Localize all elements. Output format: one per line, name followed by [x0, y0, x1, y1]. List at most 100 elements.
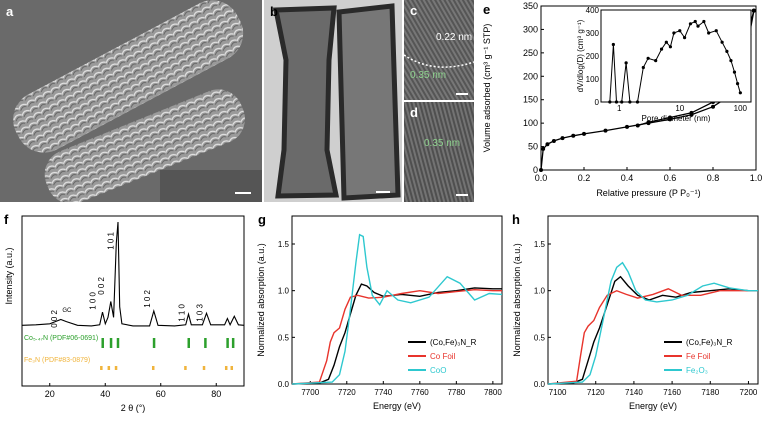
h-ytick-label: 1.5 [534, 240, 546, 249]
g-ytick-label: 1.0 [278, 287, 290, 296]
panel-label-e: e [483, 2, 491, 17]
scale-bar-c [456, 93, 468, 95]
chart-h-axes-frame [547, 215, 759, 385]
f-ref-peak [109, 338, 113, 348]
panel-label-a: a [6, 4, 14, 19]
e-xtick-label: 0.6 [664, 173, 677, 183]
g-xtick-label: 7720 [338, 388, 356, 397]
e-inset-xtick-label: 1 [617, 104, 622, 113]
chart-g-axes-frame [291, 215, 503, 385]
e-inset-point [720, 40, 724, 44]
h-ytick-label: 0.5 [534, 333, 546, 342]
f-peak-label: 0 0 2 [50, 309, 59, 327]
g-ylabel: Normalized absorption (a.u.) [256, 243, 266, 357]
h-legend-label: (Co,Fe)₃N_R [686, 338, 733, 347]
e-inset-ytick-label: 0 [595, 98, 600, 107]
e-inset-ytick-label: 200 [586, 52, 600, 61]
e-inset-point [738, 91, 742, 95]
e-inset-point [608, 100, 612, 104]
e-inset-frame [600, 9, 752, 103]
panel-b-tem-image: b [264, 0, 402, 202]
e-ytick-label: 250 [523, 48, 538, 58]
panel-c-hrtem: c 0.22 nm 0.35 nm [404, 0, 474, 100]
e-point [646, 120, 651, 125]
e-inset-point [668, 45, 673, 49]
chart-e-isotherm: 0.0 0.2 0.4 0.6 0.8 1.0050100150200250300350R… [482, 1, 762, 198]
g-xtick-label: 7700 [301, 388, 319, 397]
e-xlabel: Relative pressure (P P₀⁻¹) [596, 188, 700, 198]
e-point [539, 168, 543, 172]
h-xtick-label: 7180 [701, 388, 719, 397]
panel-label-c: c [410, 3, 418, 18]
scale-bar-b [376, 191, 390, 193]
hrtem-d-texture [404, 102, 474, 202]
g-xtick-label: 7780 [447, 388, 465, 397]
f-xtick-label: 40 [100, 389, 110, 399]
e-ytick-label: 150 [523, 95, 538, 105]
e-xtick-label: 0.2 [578, 173, 591, 183]
h-series-0 [547, 275, 758, 385]
e-ytick-label: 300 [523, 24, 538, 34]
e-inset-point [620, 100, 624, 104]
g-series-0 [291, 283, 502, 385]
g-xtick-label: 7740 [374, 388, 392, 397]
f-xlabel: 2 θ (°) [121, 403, 146, 413]
g-ytick-label: 0.5 [278, 333, 290, 342]
h-legend-label: Fe Foil [686, 352, 711, 361]
e-inset-point [654, 59, 658, 63]
lattice-spacing-label-c1: 0.22 nm [436, 32, 473, 43]
scale-bar-d [456, 194, 468, 196]
h-series-2 [547, 261, 758, 385]
panel-d-hrtem: d 0.35 nm [404, 102, 474, 202]
f-ref-peak [230, 366, 234, 370]
g-series-1 [291, 288, 502, 385]
nanorod-2 [44, 89, 245, 202]
g-xtick-label: 7760 [411, 388, 429, 397]
e-inset-ytick-label: 400 [586, 6, 600, 15]
e-point [625, 124, 629, 129]
lattice-spacing-label-c2: 0.35 nm [410, 70, 447, 81]
lattice-spacing-label-d: 0.35 nm [424, 138, 461, 149]
tem-particle-1 [272, 5, 340, 199]
panel-a-sem-image: a [0, 0, 262, 202]
f-xtick-label: 20 [45, 389, 55, 399]
f-ref-peak [224, 366, 228, 370]
f-peak-label: 1 0 2 [143, 289, 152, 307]
f-ref-peak [231, 338, 235, 348]
f-ref-peak [100, 366, 103, 370]
g-ytick-label: 1.5 [278, 240, 290, 249]
e-inset-point [702, 19, 706, 24]
f-ref-peak [101, 338, 104, 348]
hrtem-c-texture [404, 0, 474, 100]
e-point [560, 136, 565, 141]
h-xtick-label: 7200 [740, 388, 758, 397]
e-inset-point [672, 31, 676, 35]
e-inset-point [725, 49, 729, 54]
h-xtick-label: 7140 [625, 388, 643, 397]
e-inset-xtick-label: 100 [734, 104, 748, 113]
g-legend-label: (Co,Fe)₃N_R [430, 338, 477, 347]
chart-g-xanes-co: 7700 7720 7740 7760 7780 7800 0.0 0.5 1.0 1.5 Ener… [256, 215, 503, 411]
f-ref-peak [204, 338, 207, 348]
f-peak-label: 0 0 2 [97, 276, 106, 294]
f-ref-peak [187, 338, 190, 348]
e-inset-xtick-label: 10 [675, 104, 684, 113]
h-ytick-label: 1.0 [534, 287, 546, 296]
panel-label-f: f [4, 212, 9, 227]
g-xtick-label: 7800 [484, 388, 502, 397]
e-inset-point [732, 70, 737, 74]
e-ytick-label: 200 [523, 71, 538, 81]
chart-f-xrd: 20 40 60 802 θ (°)Intensity (a.u.)0 0 21 0 … [4, 215, 245, 413]
f-ref-peak [116, 338, 120, 348]
e-point [635, 123, 640, 128]
e-point [689, 110, 694, 115]
f-ylabel: Intensity (a.u.) [4, 247, 14, 304]
e-inset-point [682, 36, 687, 40]
h-xtick-label: 7160 [663, 388, 681, 397]
g-xlabel: Energy (eV) [373, 401, 421, 411]
e-inset-point [635, 100, 640, 104]
h-xtick-label: 7100 [549, 388, 567, 397]
e-point [571, 133, 576, 138]
e-inset-point [729, 59, 733, 63]
e-point [603, 128, 608, 133]
